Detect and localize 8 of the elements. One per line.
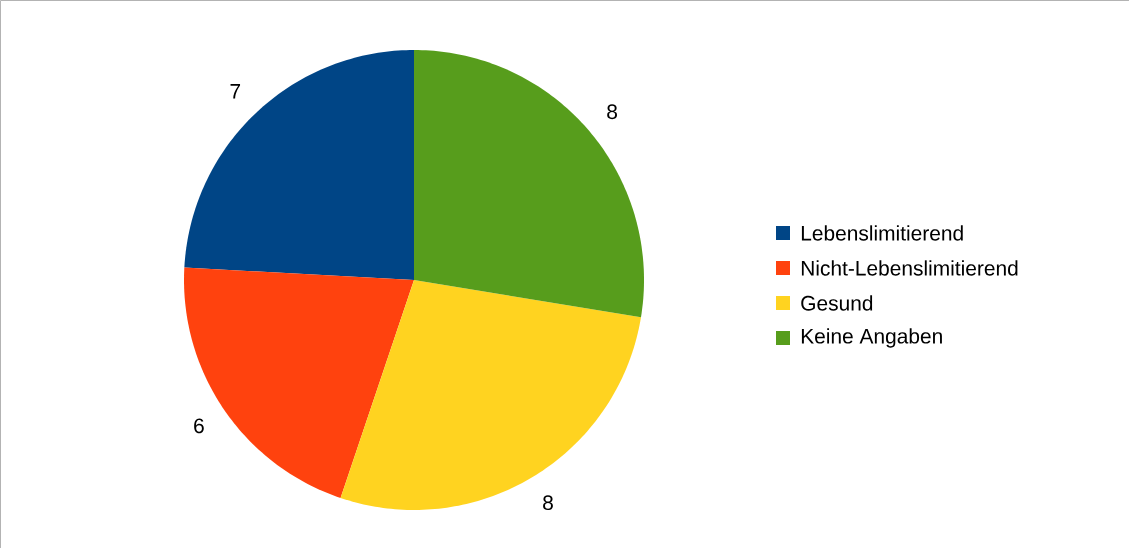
data-label: 7 bbox=[230, 84, 241, 99]
data-label: 8 bbox=[543, 495, 553, 511]
legend-label: Keine Angaben bbox=[801, 328, 942, 348]
data-label: 6 bbox=[194, 418, 204, 434]
legend-label: Nicht-Lebenslimitierend bbox=[801, 260, 1018, 276]
data-label: 8 bbox=[607, 104, 617, 120]
legend-label: Lebenslimitierend bbox=[801, 225, 963, 241]
legend-label: Gesund bbox=[801, 295, 873, 311]
